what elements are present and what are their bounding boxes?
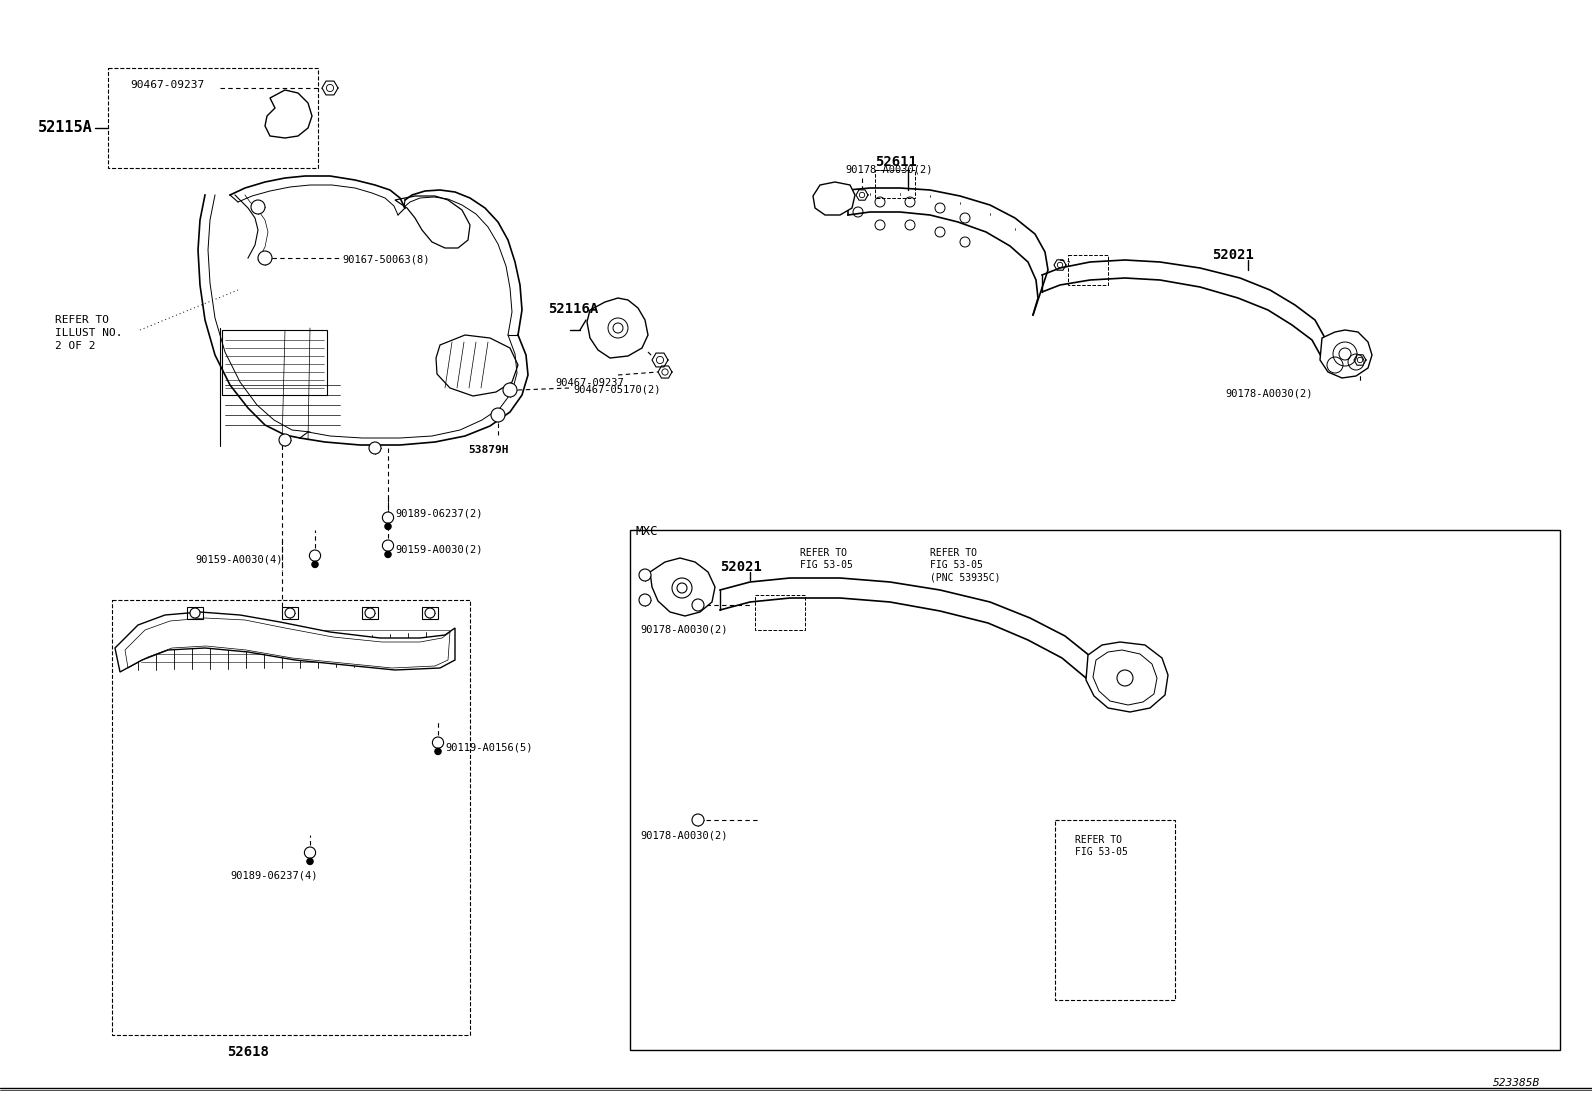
Circle shape — [503, 382, 517, 397]
Circle shape — [304, 847, 315, 858]
Text: 90178-A0030(2): 90178-A0030(2) — [640, 830, 728, 840]
Circle shape — [365, 608, 376, 618]
Text: 90178-A0030(2): 90178-A0030(2) — [640, 625, 728, 635]
Circle shape — [369, 442, 380, 454]
Bar — [361, 607, 377, 619]
Text: 90178-A0030(2): 90178-A0030(2) — [845, 165, 933, 175]
Circle shape — [285, 608, 295, 618]
Circle shape — [435, 748, 441, 755]
Text: 90159-A0030(2): 90159-A0030(2) — [395, 545, 482, 555]
Bar — [186, 607, 204, 619]
Text: 52618: 52618 — [228, 1045, 269, 1059]
Text: 90178-A0030(2): 90178-A0030(2) — [1224, 388, 1312, 398]
Circle shape — [258, 251, 272, 265]
Circle shape — [382, 540, 393, 552]
Text: FIG 53-05: FIG 53-05 — [930, 560, 982, 570]
Text: ILLUST NO.: ILLUST NO. — [56, 328, 123, 338]
Text: 90467-05170(2): 90467-05170(2) — [573, 384, 661, 395]
Circle shape — [638, 593, 651, 606]
Circle shape — [382, 512, 393, 523]
Bar — [108, 68, 318, 168]
Text: REFER TO: REFER TO — [1075, 835, 1122, 845]
Text: 52021: 52021 — [720, 560, 763, 574]
Circle shape — [279, 434, 291, 446]
Circle shape — [309, 550, 320, 562]
Bar — [221, 330, 326, 395]
Circle shape — [638, 569, 651, 581]
Circle shape — [385, 552, 392, 557]
Circle shape — [252, 200, 264, 214]
Text: FIG 53-05: FIG 53-05 — [1075, 847, 1127, 857]
Text: REFER TO: REFER TO — [56, 315, 108, 325]
Text: 90167-50063(8): 90167-50063(8) — [342, 254, 430, 264]
Polygon shape — [814, 182, 855, 215]
Polygon shape — [115, 612, 455, 671]
Text: 52116A: 52116A — [548, 302, 599, 317]
Text: MXC: MXC — [635, 525, 657, 539]
Text: 52611: 52611 — [876, 155, 917, 169]
Circle shape — [433, 737, 444, 748]
Text: REFER TO: REFER TO — [801, 548, 847, 558]
Circle shape — [425, 608, 435, 618]
Text: 52115A: 52115A — [38, 120, 92, 135]
Text: 52021: 52021 — [1212, 248, 1254, 262]
Circle shape — [693, 814, 704, 826]
Bar — [422, 607, 438, 619]
Text: (PNC 53935C): (PNC 53935C) — [930, 571, 1000, 582]
Bar — [876, 170, 915, 198]
Text: 90159-A0030(4): 90159-A0030(4) — [194, 555, 282, 565]
Text: 90467-09237: 90467-09237 — [131, 80, 204, 90]
Circle shape — [189, 608, 201, 618]
Text: 90467-09237: 90467-09237 — [556, 378, 624, 388]
Circle shape — [490, 408, 505, 422]
Text: 523385B: 523385B — [1493, 1078, 1539, 1088]
Bar — [755, 595, 806, 630]
Text: 90189-06237(2): 90189-06237(2) — [395, 508, 482, 518]
Bar — [111, 600, 470, 1035]
Bar — [1068, 255, 1108, 285]
Polygon shape — [587, 298, 648, 358]
Polygon shape — [264, 90, 312, 138]
Circle shape — [307, 858, 314, 865]
Circle shape — [385, 523, 392, 530]
Polygon shape — [650, 558, 715, 617]
Bar — [282, 607, 298, 619]
Text: FIG 53-05: FIG 53-05 — [801, 560, 853, 570]
Text: 90189-06237(4): 90189-06237(4) — [229, 870, 317, 880]
Polygon shape — [1086, 642, 1169, 712]
Text: 90119-A0156(5): 90119-A0156(5) — [446, 742, 532, 752]
Polygon shape — [1320, 330, 1372, 378]
Circle shape — [693, 599, 704, 611]
Bar — [630, 530, 1560, 1050]
Text: 2 OF 2: 2 OF 2 — [56, 341, 96, 351]
Bar — [1055, 820, 1175, 1000]
Text: 53879H: 53879H — [468, 445, 508, 455]
Circle shape — [312, 562, 318, 567]
Text: REFER TO: REFER TO — [930, 548, 977, 558]
